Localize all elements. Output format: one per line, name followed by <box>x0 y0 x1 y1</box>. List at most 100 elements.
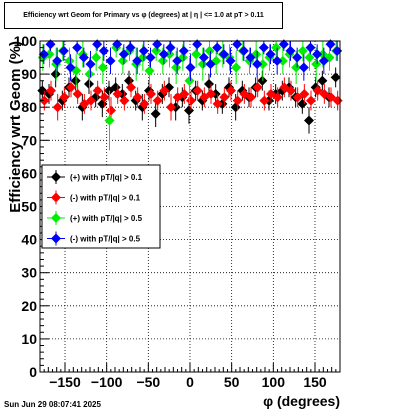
data-point <box>197 59 208 70</box>
x-tick-label: 0 <box>186 374 194 390</box>
y-axis-title: Efficiency wrt Geom (%) <box>7 41 24 213</box>
data-point <box>231 62 242 73</box>
data-point <box>86 95 96 106</box>
data-point <box>265 49 276 60</box>
timestamp-footer: Sun Jun 29 08:07:41 2025 <box>4 400 101 409</box>
data-point <box>106 105 116 116</box>
legend: (+) with pT/|q| > 0.1 (-) with pT/|q| > 0… <box>41 164 161 249</box>
data-point <box>104 115 115 126</box>
data-point <box>298 62 309 73</box>
data-point <box>259 95 270 106</box>
data-point <box>157 55 168 66</box>
data-point <box>112 88 123 99</box>
data-point <box>172 55 183 66</box>
data-point <box>206 88 216 99</box>
data-point <box>299 88 310 99</box>
data-point <box>297 45 308 56</box>
data-point <box>191 49 202 60</box>
data-point <box>45 39 56 50</box>
data-point <box>277 55 288 66</box>
series-4 <box>38 39 343 81</box>
data-point <box>212 42 223 53</box>
data-point <box>171 62 182 73</box>
data-point <box>272 92 283 103</box>
x-tick-label: 100 <box>262 374 286 390</box>
data-point <box>132 55 143 66</box>
data-point <box>78 52 89 63</box>
data-point <box>97 62 108 73</box>
data-point <box>258 42 269 53</box>
data-point <box>150 108 161 119</box>
data-point <box>72 42 83 53</box>
data-point <box>125 42 136 53</box>
data-point <box>99 92 110 103</box>
data-point <box>317 75 328 86</box>
legend-label: (+) with pT/|q| > 0.1 <box>70 173 143 182</box>
x-tick-label: −50 <box>136 374 160 390</box>
data-point <box>184 75 195 86</box>
data-point <box>59 92 70 103</box>
data-point <box>146 88 156 99</box>
data-point <box>139 98 150 109</box>
y-tick-label: 40 <box>21 232 37 248</box>
data-point <box>185 62 196 73</box>
data-point <box>192 39 203 50</box>
y-tick-label: 30 <box>21 265 37 281</box>
data-point <box>218 49 229 60</box>
data-point <box>52 55 63 66</box>
data-point <box>332 45 343 56</box>
chart-title-box: Efficiency wrt Geom for Primary vs φ (de… <box>4 2 283 29</box>
data-point <box>178 45 189 56</box>
data-point <box>212 98 223 109</box>
data-point <box>98 45 109 56</box>
data-point <box>186 95 196 106</box>
data-point <box>46 85 56 96</box>
data-point <box>198 52 209 63</box>
legend-box <box>41 164 161 249</box>
data-point <box>91 52 102 63</box>
data-point <box>151 45 162 56</box>
x-tick-label: −150 <box>49 374 81 390</box>
x-tick-label: 150 <box>303 374 327 390</box>
data-point <box>238 45 249 56</box>
data-point <box>257 59 268 70</box>
data-point <box>285 45 296 56</box>
data-point <box>311 59 322 70</box>
y-tick-label: 20 <box>21 298 37 314</box>
data-point <box>57 95 68 106</box>
data-point <box>272 55 283 66</box>
data-point <box>179 88 190 99</box>
data-point <box>192 85 203 96</box>
data-point <box>225 55 236 66</box>
series-layer <box>37 39 343 151</box>
legend-marker <box>51 192 61 203</box>
data-point <box>112 39 123 50</box>
y-tick-label: 100 <box>14 33 38 49</box>
legend-label: (-) with pT/|q| > 0.1 <box>70 194 141 203</box>
data-point <box>232 95 243 106</box>
axis-layer: −150 −100 −50 0 50 100 150 0 10 20 30 40 50 60 70 80 90 1… <box>7 33 340 409</box>
y-tick-label: 70 <box>21 132 37 148</box>
data-point <box>158 49 169 60</box>
series-2 <box>39 77 343 124</box>
data-point <box>92 85 103 96</box>
data-point <box>144 65 155 76</box>
data-point <box>119 95 130 106</box>
y-tick-label: 50 <box>21 199 37 215</box>
data-point <box>246 92 256 103</box>
data-point <box>204 79 214 90</box>
data-point <box>278 39 289 50</box>
y-tick-label: 80 <box>21 99 37 115</box>
legend-marker <box>51 233 61 244</box>
data-point <box>65 62 76 73</box>
data-point <box>105 55 116 66</box>
data-point <box>292 52 303 63</box>
data-point <box>66 82 76 93</box>
x-axis-title: φ (degrees) <box>263 393 340 409</box>
data-point <box>85 59 96 70</box>
legend-marker <box>51 213 61 223</box>
data-point <box>44 49 55 60</box>
data-point <box>252 82 263 93</box>
data-point <box>92 39 103 50</box>
data-point <box>126 82 136 93</box>
